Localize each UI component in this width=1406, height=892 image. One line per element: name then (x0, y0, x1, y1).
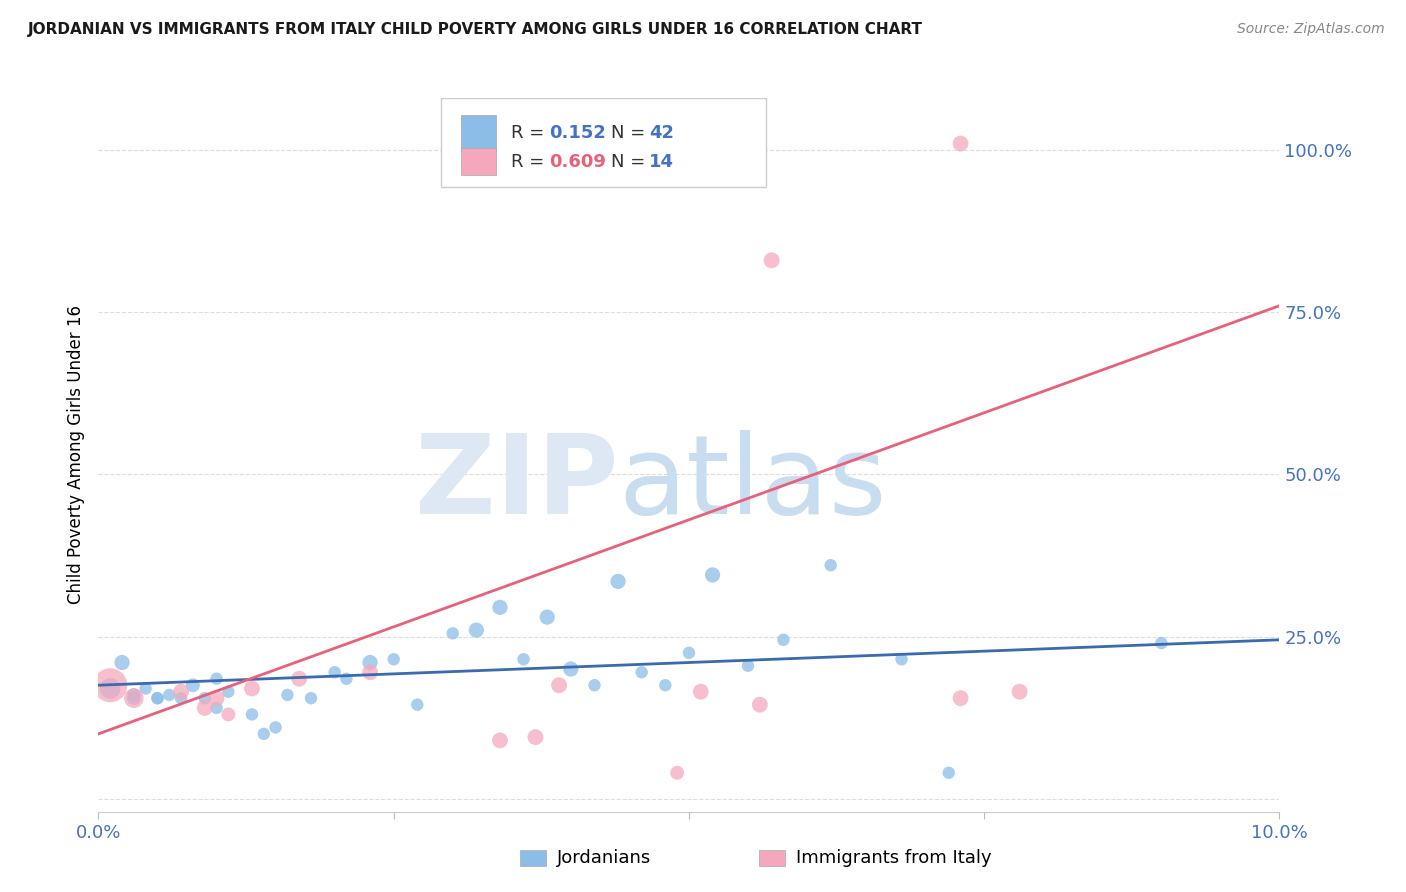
Point (489, 600, 512, 615)
Point (583, 678, 606, 692)
Point (299, 691, 322, 706)
Text: Source: ZipAtlas.com: Source: ZipAtlas.com (1237, 22, 1385, 37)
Text: R =: R = (510, 153, 550, 170)
Point (194, 691, 217, 706)
Point (382, 652, 405, 666)
Point (678, 646, 700, 660)
Point (205, 672, 228, 686)
Point (135, 681, 157, 696)
Point (146, 691, 169, 706)
Text: 42: 42 (648, 124, 673, 142)
Point (938, 765, 960, 780)
Point (1008, 684, 1031, 698)
Point (359, 665, 381, 680)
Point (772, 632, 794, 647)
Point (122, 688, 145, 702)
Point (949, 691, 972, 706)
Text: R =: R = (510, 124, 550, 142)
Text: atlas: atlas (619, 430, 887, 537)
Point (205, 691, 228, 706)
Point (949, 136, 972, 151)
Point (240, 681, 263, 696)
Point (737, 658, 759, 673)
FancyBboxPatch shape (759, 850, 785, 866)
Point (536, 610, 558, 624)
Point (654, 678, 676, 692)
Point (146, 691, 169, 706)
Point (181, 678, 204, 692)
Point (666, 765, 689, 780)
Point (240, 707, 263, 722)
Point (335, 672, 357, 686)
Point (702, 568, 724, 582)
Point (630, 665, 652, 680)
Point (170, 691, 193, 706)
Point (98, 681, 121, 696)
Point (264, 720, 287, 734)
Text: JORDANIAN VS IMMIGRANTS FROM ITALY CHILD POVERTY AMONG GIRLS UNDER 16 CORRELATIO: JORDANIAN VS IMMIGRANTS FROM ITALY CHILD… (28, 22, 924, 37)
Point (548, 678, 571, 692)
Point (111, 656, 134, 670)
FancyBboxPatch shape (441, 98, 766, 187)
Point (170, 684, 193, 698)
Point (276, 688, 298, 702)
Point (194, 701, 217, 715)
Y-axis label: Child Poverty Among Girls Under 16: Child Poverty Among Girls Under 16 (66, 305, 84, 605)
Text: 0.609: 0.609 (550, 153, 606, 170)
Point (820, 558, 842, 573)
Point (288, 672, 311, 686)
Point (689, 684, 711, 698)
FancyBboxPatch shape (461, 114, 496, 152)
Point (441, 626, 464, 640)
Text: 0.152: 0.152 (550, 124, 606, 142)
Text: Jordanians: Jordanians (557, 849, 651, 867)
Point (98, 678, 121, 692)
Text: Immigrants from Italy: Immigrants from Italy (796, 849, 991, 867)
Text: N =: N = (612, 124, 651, 142)
Point (217, 707, 239, 722)
Point (748, 698, 770, 712)
Point (607, 574, 630, 589)
Point (761, 253, 783, 268)
Point (205, 701, 228, 715)
Point (1150, 636, 1173, 650)
Point (890, 652, 912, 666)
Point (512, 652, 534, 666)
Point (465, 623, 488, 637)
FancyBboxPatch shape (520, 850, 546, 866)
Point (122, 691, 145, 706)
Point (489, 733, 512, 747)
Text: 14: 14 (648, 153, 673, 170)
Point (323, 665, 346, 680)
Point (157, 688, 180, 702)
Text: ZIP: ZIP (415, 430, 619, 537)
Point (217, 684, 239, 698)
Point (560, 662, 582, 676)
Text: N =: N = (612, 153, 651, 170)
Point (122, 691, 145, 706)
Point (406, 698, 429, 712)
FancyBboxPatch shape (461, 148, 496, 175)
Point (524, 730, 547, 744)
Point (359, 656, 381, 670)
Point (253, 727, 276, 741)
